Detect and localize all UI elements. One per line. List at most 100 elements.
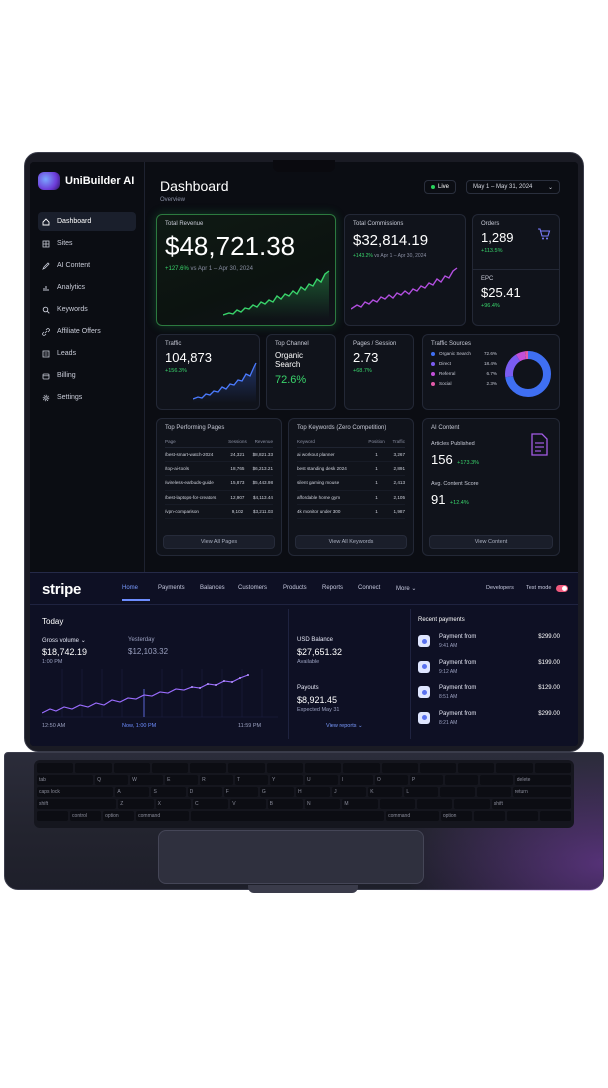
key[interactable]: O [374,775,408,785]
key[interactable]: W [130,775,164,785]
key[interactable]: E [165,775,199,785]
key[interactable]: F [223,787,258,797]
key[interactable] [419,763,457,773]
key[interactable] [113,763,150,773]
key-command-right[interactable]: command [386,811,439,821]
developers-link[interactable]: Developers [486,585,514,591]
tab-products[interactable]: Products [283,585,307,591]
traffic-sources-card[interactable]: Traffic Sources Organic Search 72.6% Direc… [422,334,560,410]
key[interactable]: N [304,799,341,809]
key[interactable] [454,799,490,809]
table-row[interactable]: 4k monitor under 300 1 1,987 [297,504,405,519]
tab-more[interactable]: More ⌄ [396,585,416,592]
pages-session-card[interactable]: Pages / Session 2.73 +68.7% [344,334,414,410]
view-content-button[interactable]: View Content [429,535,553,549]
key[interactable] [458,763,495,773]
key[interactable]: B [267,799,303,809]
top-channel-card[interactable]: Top Channel Organic Search 72.6% [266,334,336,410]
view-all-pages-button[interactable]: View All Pages [163,535,275,549]
key[interactable] [381,763,418,773]
payment-row[interactable]: Payment from 8:21 AM $299.00 [418,708,568,730]
key[interactable]: P [409,775,443,785]
key[interactable]: I [339,775,373,785]
brand[interactable]: UniBuilder AI [38,172,136,190]
key[interactable] [479,775,513,785]
key[interactable] [534,763,571,773]
key-fn[interactable] [37,811,69,821]
key[interactable]: C [192,799,229,809]
key-delete[interactable]: delete [514,775,571,785]
key-control[interactable]: control [70,811,102,821]
key[interactable]: M [342,799,378,809]
key[interactable] [151,763,189,773]
table-row[interactable]: silent gaming mouse 1 2,413 [297,475,405,491]
key-shift[interactable]: shift [37,799,117,809]
key[interactable]: L [404,787,439,797]
key-option-right[interactable]: option [440,811,472,821]
live-badge[interactable]: Live [424,180,456,194]
tab-balances[interactable]: Balances [200,585,225,591]
key-space[interactable] [190,811,385,821]
key[interactable] [266,763,303,773]
test-mode-toggle[interactable] [556,585,568,592]
table-row[interactable]: ai workout planner 1 3,267 [297,447,405,463]
key-tab[interactable]: tab [37,775,94,785]
table-row[interactable]: /vpn-comparison 9,102 $3,211.03 [165,504,273,519]
key[interactable]: J [332,787,367,797]
orders-epc-card[interactable]: Orders 1,289 +113.5% EPC $25.41 +96.4% [472,214,560,326]
sidebar-item-keywords[interactable]: Keywords [38,300,136,319]
key-arrow[interactable] [473,811,505,821]
key[interactable]: R [200,775,234,785]
date-range-picker[interactable]: May 1 – May 31, 2024 ⌄ [466,180,560,194]
total-revenue-card[interactable]: Total Revenue $48,721.38 +127.6% vs Apr … [156,214,336,326]
gross-volume-selector[interactable]: Gross volume ⌄ [42,637,86,644]
sidebar-item-settings[interactable]: Settings [38,388,136,407]
table-row[interactable]: affordable home gym 1 2,105 [297,490,405,505]
trackpad[interactable] [158,830,424,884]
key[interactable] [75,763,112,773]
key-command[interactable]: command [136,811,189,821]
key[interactable]: T [235,775,268,785]
key-arrow[interactable] [506,811,538,821]
sidebar-item-dashboard[interactable]: Dashboard [38,212,136,231]
table-row[interactable]: /best-laptops-for-creators 12,907 $4,113.4… [165,490,273,505]
key[interactable] [379,799,415,809]
table-row[interactable]: /top-ai-tools 18,765 $6,213.21 [165,461,273,477]
tab-home[interactable]: Home [122,585,138,591]
key-option[interactable]: option [103,811,135,821]
key[interactable]: V [230,799,266,809]
payment-row[interactable]: Payment from 9:41 AM $299.00 [418,631,568,653]
table-row[interactable]: best standing desk 2024 1 2,891 [297,461,405,477]
key-return[interactable]: return [512,787,571,797]
view-all-keywords-button[interactable]: View All Keywords [295,535,407,549]
tab-reports[interactable]: Reports [322,585,343,591]
key[interactable]: Z [118,799,154,809]
key[interactable] [190,763,227,773]
total-commissions-card[interactable]: Total Commissions $32,814.19 +143.2% vs … [344,214,466,326]
tab-customers[interactable]: Customers [238,585,267,591]
key[interactable] [417,799,453,809]
tab-connect[interactable]: Connect [358,585,380,591]
sidebar-item-sites[interactable]: Sites [38,234,136,253]
sidebar-item-analytics[interactable]: Analytics [38,278,136,297]
key[interactable] [496,763,533,773]
view-reports-link[interactable]: View reports ⌄ [326,723,363,729]
key[interactable]: K [368,787,403,797]
payment-row[interactable]: Payment from 9:12 AM $199.00 [418,657,568,679]
key[interactable] [304,763,342,773]
table-row[interactable]: /best-smart-watch-2024 24,321 $8,821.33 [165,447,273,463]
sidebar-item-ai-content[interactable]: AI Content [38,256,136,275]
key[interactable]: X [155,799,191,809]
sidebar-item-billing[interactable]: Billing [38,366,136,385]
key[interactable]: U [304,775,338,785]
key[interactable] [476,787,511,797]
tab-payments[interactable]: Payments [158,585,185,591]
key[interactable]: G [259,787,294,797]
key[interactable]: A [115,787,150,797]
traffic-card[interactable]: Traffic 104,873 +156.3% [156,334,260,410]
key[interactable] [343,763,380,773]
payment-row[interactable]: Payment from 8:51 AM $129.00 [418,682,568,704]
table-row[interactable]: /wireless-earbuds-guide 15,873 $5,443.98 [165,475,273,491]
key[interactable]: Y [270,775,303,785]
key[interactable] [444,775,478,785]
